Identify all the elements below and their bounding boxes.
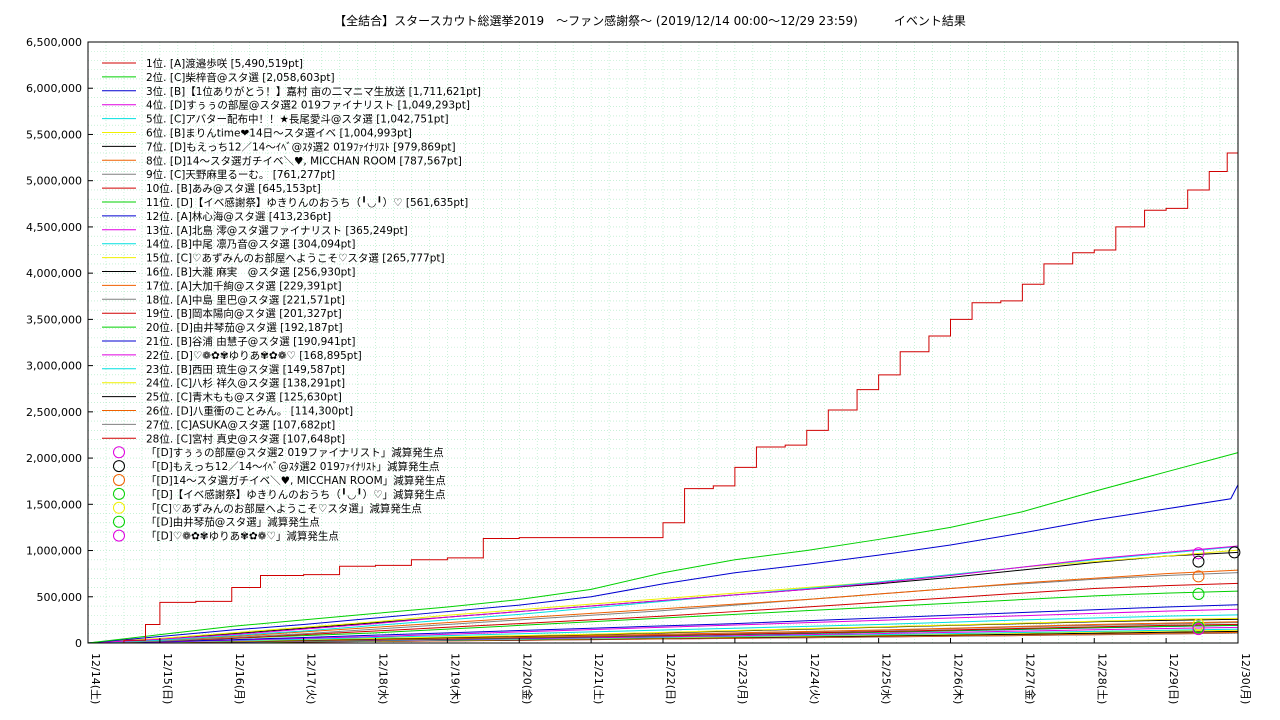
series-line xyxy=(87,590,1239,644)
legend-label: 7位. [D]もえっち12／14～ｲﾍﾞ@ｽﾀ選2 019ﾌｧｲﾅﾘｽﾄ [97… xyxy=(146,140,456,153)
legend-label: 3位. [B]【1位ありがとう！】嘉村 亩の二マニマ生放送 [1,711,621… xyxy=(146,85,481,98)
x-tick-label: 12/17(火) xyxy=(305,653,318,704)
y-tick-label: 5,000,000 xyxy=(26,175,82,188)
x-tick-label: 12/29(日) xyxy=(1167,653,1180,704)
legend-label: 16位. [B]大瀧 麻実 @スタ選 [256,930pt] xyxy=(146,266,356,279)
x-tick-label: 12/25(水) xyxy=(880,653,893,704)
legend-label: 1位. [A]渡邉歩咲 [5,490,519pt] xyxy=(146,57,303,70)
legend-label: 「[D]由井琴茄@スタ選」減算発生点 xyxy=(146,516,320,529)
x-tick-label: 12/30(月) xyxy=(1239,653,1252,704)
legend-label: 24位. [C]八杉 祥久@スタ選 [138,291pt] xyxy=(146,377,345,390)
x-tick-label: 12/20(金) xyxy=(520,653,534,704)
series-line xyxy=(88,135,1239,644)
x-tick-label: 12/19(木) xyxy=(448,653,461,704)
y-tick-label: 2,500,000 xyxy=(26,406,82,419)
legend-label: 20位. [D]由井琴茄@スタ選 [192,187pt] xyxy=(146,321,343,334)
x-tick-label: 12/26(木) xyxy=(952,653,965,704)
legend-label: 9位. [C]天野麻里るーむ。 [761,277pt] xyxy=(146,168,335,181)
y-tick-label: 6,000,000 xyxy=(26,82,82,95)
legend-label: 19位. [B]岡本陽向@スタ選 [201,327pt] xyxy=(146,307,342,320)
x-tick-label: 12/21(土) xyxy=(592,653,605,704)
x-tick-label: 12/27(金) xyxy=(1023,653,1037,704)
legend-label: 25位. [C]青木もも@スタ選 [125,630pt] xyxy=(146,391,342,404)
legend-label: 10位. [B]あみ@スタ選 [645,153pt] xyxy=(146,182,321,195)
legend-label: 12位. [A]林心海@スタ選 [413,236pt] xyxy=(146,210,331,223)
y-tick-label: 0 xyxy=(75,637,82,650)
legend-label: 「[D]♡❁✿✾ゆりあ✾✿❁♡」減算発生点 xyxy=(146,530,339,543)
legend-label: 6位. [B]まりんtime❤14日～スタ選イベ [1,004,993pt] xyxy=(146,127,412,140)
legend-label: 4位. [D]すぅぅの部屋@スタ選2 019ファイナリスト [1,049,293… xyxy=(146,99,470,112)
y-tick-label: 2,000,000 xyxy=(26,452,82,465)
legend-label: 11位. [D]【イベ感謝祭】ゆきりんのおうち（╹◡╹）♡ [561,635pt… xyxy=(146,196,468,209)
series-line xyxy=(87,452,1239,644)
y-tick-label: 4,000,000 xyxy=(26,267,82,280)
legend-marker xyxy=(113,474,125,486)
decrement-marker xyxy=(1192,570,1205,583)
legend-label: 「[D]すぅぅの部屋@スタ選2 019ファイナリスト」減算発生点 xyxy=(146,446,444,459)
series-line xyxy=(87,608,1239,644)
chart-axes: 0 500,000 1,000,000 1,500,000 2,000,000 2,500… xyxy=(26,36,1252,704)
x-tick-label: 12/24(火) xyxy=(808,653,821,704)
y-tick-label: 4,500,000 xyxy=(26,221,82,234)
legend-label: 18位. [A]中島 里巴@スタ選 [221,571pt] xyxy=(146,293,345,306)
y-tick-label: 3,000,000 xyxy=(26,360,82,373)
x-tick-label: 12/22(日) xyxy=(664,653,677,704)
legend-label: 17位. [A]大加千絢@スタ選 [229,391pt] xyxy=(146,279,342,292)
legend-label: 14位. [B]中尾 凛乃音@スタ選 [304,094pt] xyxy=(146,238,356,251)
y-tick-label: 1,500,000 xyxy=(26,498,82,511)
series-line xyxy=(87,572,1239,644)
series-line xyxy=(87,614,1239,644)
legend-label: 2位. [C]柴梓音@スタ選 [2,058,603pt] xyxy=(146,71,335,84)
series-line xyxy=(87,545,1239,644)
legend-marker xyxy=(113,501,125,514)
decrement-marker xyxy=(1228,546,1241,559)
legend-label: 「[D]【イベ感謝祭】ゆきりんのおうち（╹◡╹）♡」減算発生点 xyxy=(146,488,446,501)
decrement-marker xyxy=(1192,555,1205,568)
legend: 1位. [A]渡邉歩咲 [5,490,519pt]2位. [C]柴梓音@スタ選 … xyxy=(102,57,481,543)
legend-label: 27位. [C]ASUKA@スタ選 [107,682pt] xyxy=(146,418,335,431)
chart-title: 【全結合】スタースカウト総選挙2019 ～ファン感謝祭～ (2019/12/14… xyxy=(334,13,966,28)
y-tick-label: 5,500,000 xyxy=(26,128,82,141)
x-tick-label: 12/23(月) xyxy=(736,653,749,704)
chart-grid xyxy=(87,41,1239,644)
legend-label: 「[D]もえっち12／14～ｲﾍﾞ@ｽﾀ選2 019ﾌｧｲﾅﾘｽﾄ」減算発生点 xyxy=(146,460,440,473)
legend-label: 22位. [D]♡❁✿✾ゆりあ✾✿❁♡ [168,895pt] xyxy=(146,349,362,362)
legend-marker xyxy=(113,446,125,459)
legend-label: 15位. [C]♡あずみんのお部屋へようこそ♡スタ選 [265,777pt] xyxy=(146,252,445,265)
marker-layer xyxy=(1192,546,1241,636)
legend-label: 26位. [D]八重衝のことみん。 [114,300pt] xyxy=(146,405,353,418)
decrement-marker xyxy=(1192,547,1205,560)
x-tick-label: 12/28(土) xyxy=(1095,653,1108,704)
y-tick-label: 500,000 xyxy=(37,591,83,604)
legend-label: 21位. [B]谷浦 由慧子@スタ選 [190,941pt] xyxy=(146,335,356,348)
decrement-marker xyxy=(1192,587,1205,600)
legend-marker xyxy=(113,460,125,473)
x-tick-label: 12/14(土) xyxy=(89,653,102,704)
legend-label: 「[D]14～スタ選ガチイベ＼♥, MICCHAN ROOM」減算発生点 xyxy=(146,474,446,487)
legend-label: 13位. [A]北島 澪@スタ選ファイナリスト [365,249pt] xyxy=(146,224,408,237)
x-tick-label: 12/18(水) xyxy=(377,653,390,704)
y-tick-label: 3,500,000 xyxy=(26,313,82,326)
legend-marker xyxy=(113,515,125,528)
y-tick-label: 1,000,000 xyxy=(26,545,82,558)
x-tick-label: 12/16(月) xyxy=(233,653,246,704)
series-line xyxy=(87,582,1239,644)
legend-marker xyxy=(113,487,125,500)
legend-marker xyxy=(113,529,125,542)
legend-label: 28位. [C]宮村 真史@スタ選 [107,648pt] xyxy=(146,432,345,445)
series-line xyxy=(87,604,1239,644)
series-line xyxy=(87,549,1239,644)
legend-label: 23位. [B]西田 琉生@スタ選 [149,587pt] xyxy=(146,363,345,376)
legend-label: 5位. [C]アバター配布中！！★長尾愛斗@スタ選 [1,042,751pt] xyxy=(146,113,449,126)
series-line xyxy=(87,569,1239,644)
decrement-marker xyxy=(1192,623,1205,636)
legend-label: 「[C]♡あずみんのお部屋へようこそ♡スタ選」減算発生点 xyxy=(146,502,422,515)
x-tick-label: 12/15(日) xyxy=(161,653,174,704)
decrement-marker xyxy=(1192,618,1205,631)
series-layer xyxy=(87,135,1239,644)
series-line xyxy=(87,484,1239,644)
y-tick-label: 6,500,000 xyxy=(26,36,82,49)
legend-label: 8位. [D]14～スタ選ガチイベ＼♥, MICCHAN ROOM [787,5… xyxy=(146,154,462,167)
